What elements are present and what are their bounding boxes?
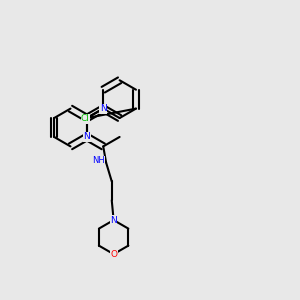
- Text: N: N: [110, 216, 117, 225]
- Text: O: O: [110, 250, 117, 259]
- Text: N: N: [83, 133, 90, 142]
- Text: Cl: Cl: [81, 114, 90, 123]
- Text: N: N: [100, 104, 106, 113]
- Text: NH: NH: [92, 157, 105, 166]
